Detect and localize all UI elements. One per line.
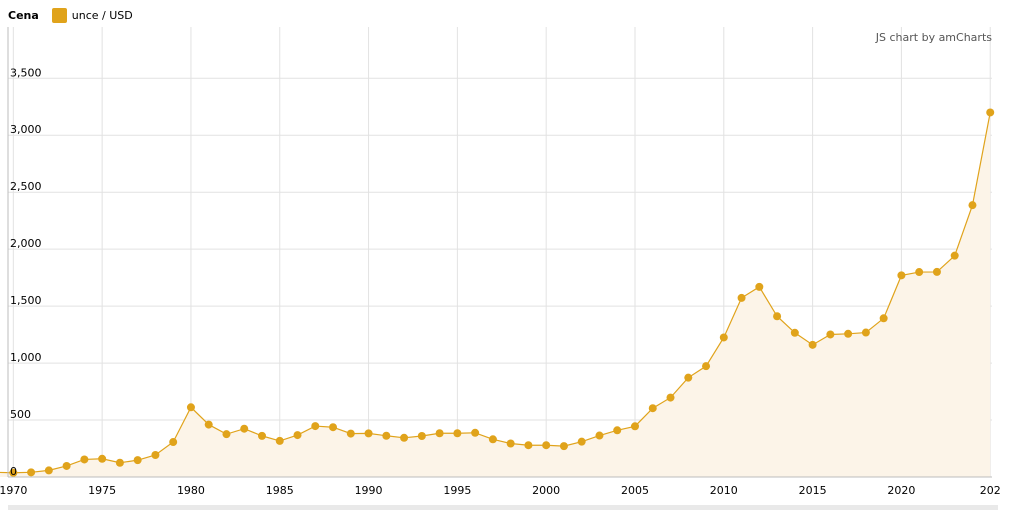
y-axis-ticks: 0 500 1,000 1,500 2,000 2,500 3,000 3,500 xyxy=(10,66,42,478)
data-point[interactable] xyxy=(222,430,231,439)
data-point[interactable] xyxy=(364,429,373,438)
data-point[interactable] xyxy=(595,431,604,440)
data-point[interactable] xyxy=(630,422,639,431)
y-tick-label: 1,500 xyxy=(10,294,42,307)
data-point[interactable] xyxy=(44,466,53,475)
data-point[interactable] xyxy=(968,201,977,210)
data-point[interactable] xyxy=(542,441,551,450)
data-point[interactable] xyxy=(9,468,18,477)
series-points xyxy=(9,108,995,477)
data-point[interactable] xyxy=(400,433,409,442)
data-point[interactable] xyxy=(986,108,995,117)
data-point[interactable] xyxy=(684,373,693,382)
data-point[interactable] xyxy=(151,451,160,460)
y-tick-label: 1,000 xyxy=(10,351,42,364)
data-point[interactable] xyxy=(80,455,89,464)
data-point[interactable] xyxy=(98,454,107,463)
data-point[interactable] xyxy=(915,268,924,277)
data-point[interactable] xyxy=(648,404,657,413)
data-point[interactable] xyxy=(737,293,746,302)
data-point[interactable] xyxy=(346,429,355,438)
data-point[interactable] xyxy=(382,431,391,440)
data-point[interactable] xyxy=(844,329,853,338)
data-point[interactable] xyxy=(666,393,675,402)
data-point[interactable] xyxy=(613,426,622,435)
data-point[interactable] xyxy=(950,251,959,260)
data-point[interactable] xyxy=(257,431,266,440)
y-tick-label: 2,000 xyxy=(10,237,42,250)
x-tick-label: 2020 xyxy=(887,484,915,497)
x-tick-label: 1995 xyxy=(443,484,471,497)
data-point[interactable] xyxy=(62,461,71,470)
data-point[interactable] xyxy=(861,328,870,337)
x-tick-label: 1975 xyxy=(88,484,116,497)
data-point[interactable] xyxy=(169,438,178,447)
data-point[interactable] xyxy=(240,424,249,433)
data-point[interactable] xyxy=(293,431,302,440)
data-point[interactable] xyxy=(204,420,213,429)
y-tick-label: 500 xyxy=(10,408,31,421)
data-point[interactable] xyxy=(755,282,764,291)
series-area xyxy=(0,112,991,477)
amcharts-credit[interactable]: JS chart by amCharts xyxy=(875,31,992,44)
data-point[interactable] xyxy=(577,437,586,446)
x-tick-label: 1985 xyxy=(266,484,294,497)
data-point[interactable] xyxy=(524,441,533,450)
axes xyxy=(7,27,992,478)
x-tick-label: 2015 xyxy=(799,484,827,497)
data-point[interactable] xyxy=(932,267,941,276)
data-point[interactable] xyxy=(826,330,835,339)
data-point[interactable] xyxy=(897,271,906,280)
x-tick-label: 202 xyxy=(980,484,1001,497)
legend-swatch-icon[interactable] xyxy=(51,7,67,23)
y-tick-label: 3,000 xyxy=(10,123,42,136)
data-point[interactable] xyxy=(808,340,817,349)
data-point[interactable] xyxy=(329,423,338,432)
data-point[interactable] xyxy=(275,436,284,445)
x-tick-label: 1990 xyxy=(355,484,383,497)
y-tick-label: 0 xyxy=(10,465,17,478)
x-tick-label: 2010 xyxy=(710,484,738,497)
horizontal-scrollbar[interactable] xyxy=(8,505,998,510)
data-point[interactable] xyxy=(790,328,799,337)
data-point[interactable] xyxy=(559,442,568,451)
data-point[interactable] xyxy=(506,439,515,448)
legend: Cena unce / USD xyxy=(8,6,133,24)
data-point[interactable] xyxy=(417,431,426,440)
data-point[interactable] xyxy=(186,403,195,412)
data-point[interactable] xyxy=(115,458,124,467)
legend-series-label[interactable]: unce / USD xyxy=(71,8,133,22)
data-point[interactable] xyxy=(471,428,480,437)
data-point[interactable] xyxy=(453,429,462,438)
x-axis-ticks: 1970 1975 1980 1985 1990 1995 2000 2005 2010 2015… xyxy=(0,484,1001,497)
data-point[interactable] xyxy=(702,362,711,371)
x-tick-label: 1980 xyxy=(177,484,205,497)
data-point[interactable] xyxy=(719,333,728,342)
x-tick-label: 2005 xyxy=(621,484,649,497)
data-point[interactable] xyxy=(435,429,444,438)
data-point[interactable] xyxy=(488,435,497,444)
legend-title: Cena xyxy=(8,8,39,22)
data-point[interactable] xyxy=(311,422,320,431)
data-point[interactable] xyxy=(27,468,36,477)
x-tick-label: 2000 xyxy=(532,484,560,497)
data-point[interactable] xyxy=(879,314,888,323)
data-point[interactable] xyxy=(773,312,782,321)
y-tick-label: 2,500 xyxy=(10,180,42,193)
data-point[interactable] xyxy=(133,456,142,465)
x-tick-label: 1970 xyxy=(0,484,27,497)
y-tick-label: 3,500 xyxy=(10,66,42,79)
